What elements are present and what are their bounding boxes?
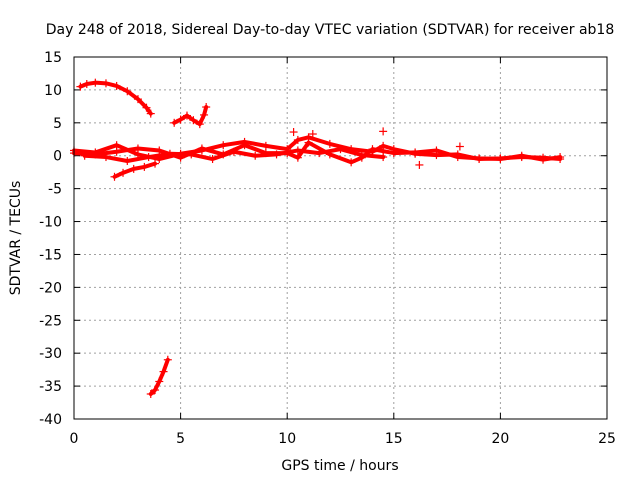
- series-high-arc: [78, 80, 153, 116]
- data-point: [415, 160, 424, 169]
- data-point: [91, 78, 100, 87]
- data-point: [368, 145, 377, 154]
- data-point: [155, 377, 164, 386]
- data-point: [101, 153, 110, 162]
- data-point: [146, 109, 155, 118]
- data-point: [208, 155, 217, 164]
- data-point: [129, 164, 138, 173]
- data-point: [195, 120, 204, 129]
- x-tick-label: 15: [385, 431, 403, 447]
- data-point: [112, 147, 121, 156]
- data-point: [455, 142, 464, 151]
- data-point: [142, 103, 151, 112]
- data-series: [70, 78, 565, 398]
- y-tick-label: -25: [39, 313, 62, 329]
- data-point: [76, 82, 85, 91]
- data-point: [251, 151, 260, 160]
- data-point: [293, 135, 302, 144]
- data-point: [379, 153, 388, 162]
- data-point: [517, 151, 526, 160]
- data-point: [123, 156, 132, 165]
- y-tick-labels: 15 10 5 0 -5 -10 -15 -20 -25 -30 -35 -40: [39, 50, 62, 428]
- series-low-segment: [148, 357, 170, 396]
- y-tick-label: -10: [39, 215, 62, 231]
- y-tick-label: 10: [44, 83, 62, 99]
- x-axis-label: GPS time / hours: [281, 458, 398, 474]
- data-point: [112, 81, 121, 90]
- data-point: [159, 367, 168, 376]
- y-axis-label: SDTVAR / TECUs: [8, 181, 24, 296]
- data-point: [219, 141, 228, 150]
- data-point: [202, 103, 211, 112]
- data-point: [496, 155, 505, 164]
- y-tick-label: -5: [48, 182, 62, 198]
- data-point: [101, 79, 110, 88]
- data-point: [133, 95, 142, 104]
- data-point: [151, 386, 160, 395]
- data-point: [140, 162, 149, 171]
- data-point: [539, 155, 548, 164]
- x-tick-label: 5: [176, 431, 185, 447]
- data-point: [123, 87, 132, 96]
- data-point: [556, 153, 565, 162]
- data-point: [144, 153, 153, 162]
- data-point: [347, 158, 356, 167]
- data-point: [151, 159, 160, 168]
- data-point: [411, 148, 420, 157]
- data-point: [304, 138, 313, 147]
- data-point: [315, 149, 324, 158]
- data-point: [432, 146, 441, 155]
- data-point: [119, 168, 128, 177]
- data-point: [272, 150, 281, 159]
- data-point: [82, 79, 91, 88]
- y-tick-label: -35: [39, 379, 62, 395]
- data-point: [170, 118, 179, 127]
- data-point: [110, 172, 119, 181]
- x-tick-label: 20: [491, 431, 509, 447]
- data-point: [261, 141, 270, 150]
- data-point: [133, 144, 142, 153]
- y-tick-label: 15: [44, 50, 62, 66]
- data-point: [389, 149, 398, 158]
- data-point: [325, 139, 334, 148]
- data-point: [308, 130, 317, 139]
- data-point: [176, 115, 185, 124]
- data-point: [379, 127, 388, 136]
- y-tick-label: 5: [53, 116, 62, 132]
- data-point: [336, 145, 345, 154]
- x-tick-label: 10: [278, 431, 296, 447]
- data-point: [229, 147, 238, 156]
- data-point: [293, 153, 302, 162]
- y-tick-label: -40: [39, 412, 62, 428]
- data-point: [289, 128, 298, 137]
- data-point: [197, 144, 206, 153]
- data-point: [357, 151, 366, 160]
- data-point: [189, 116, 198, 125]
- x-tick-labels: 0 5 10 15 20 25: [70, 431, 616, 447]
- axis-ticks: [73, 56, 608, 420]
- y-tick-label: 0: [53, 149, 62, 165]
- data-point: [146, 389, 155, 398]
- series-dip-segment: [112, 161, 158, 179]
- y-tick-label: -15: [39, 247, 62, 263]
- grid: [74, 57, 607, 419]
- data-point: [163, 355, 172, 364]
- x-tick-label: 25: [598, 431, 616, 447]
- y-tick-label: -20: [39, 280, 62, 296]
- data-point: [293, 146, 302, 155]
- data-point: [187, 150, 196, 159]
- data-point: [155, 146, 164, 155]
- y-tick-label: -30: [39, 346, 62, 362]
- data-point: [182, 111, 191, 120]
- data-point: [453, 153, 462, 162]
- data-point: [240, 141, 249, 150]
- data-point: [475, 154, 484, 163]
- data-point: [165, 149, 174, 158]
- x-tick-label: 0: [70, 431, 79, 447]
- data-point: [80, 151, 89, 160]
- data-point: [200, 110, 209, 119]
- chart-title: Day 248 of 2018, Sidereal Day-to-day VTE…: [46, 22, 615, 38]
- plot-frame: [73, 56, 608, 420]
